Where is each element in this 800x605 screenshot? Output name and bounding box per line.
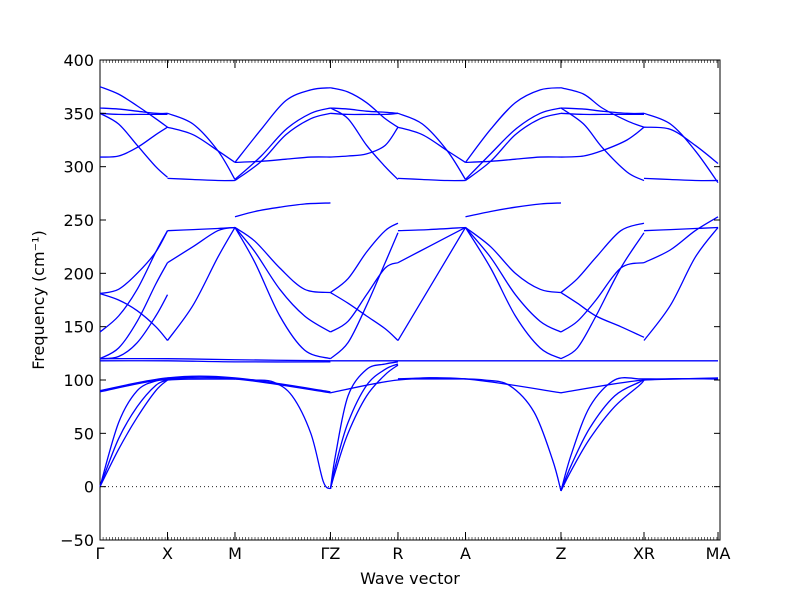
phonon-branch-optical-middle: [465, 226, 562, 294]
phonon-branch-optical-middle: [397, 226, 466, 264]
y-tick-label: 200: [63, 264, 94, 283]
y-tick-label: 400: [63, 51, 94, 70]
phonon-branch-acoustic: [329, 363, 399, 489]
phonon-branch-optical-middle: [234, 227, 331, 360]
phonon-branch-optical-high: [643, 177, 719, 182]
phonon-branch-optical-high: [397, 177, 466, 182]
phonon-branch-optical-middle: [397, 226, 466, 232]
phonon-branch-optical-high: [560, 107, 644, 115]
x-tick-label: Z: [555, 544, 566, 563]
x-axis: Γ X M ΓZ R A Z XR MA: [96, 60, 731, 563]
minor-ticks: [99, 60, 721, 540]
phonon-branch-optical-high: [397, 126, 466, 163]
phonon-branch-optical-high: [99, 107, 168, 115]
phonon-branch-optical-high: [99, 112, 168, 116]
x-axis-label: Wave vector: [360, 569, 460, 588]
y-tick-label: 0: [84, 478, 94, 497]
y-tick-label: −50: [60, 531, 94, 550]
phonon-branch-optical-high: [560, 87, 645, 128]
phonon-branch-acoustic: [560, 379, 645, 492]
phonon-branch-optical-high: [465, 112, 562, 182]
phonon-branch-optical-middle: [167, 226, 236, 264]
y-tick-label: 350: [63, 104, 94, 123]
phonon-branch-optical-middle: [330, 232, 399, 360]
phonon-branch-optical-high: [330, 87, 399, 128]
phonon-branch-optical-high: [234, 156, 331, 164]
phonon-branch-optical-middle: [560, 222, 645, 294]
phonon-branch-optical-high: [330, 126, 399, 158]
x-tick-label: XR: [633, 544, 655, 563]
phonon-branch-optical-middle: [560, 232, 645, 360]
x-tick-label: ΓZ: [321, 544, 341, 563]
phonon-branch-optical-middle: [330, 262, 399, 333]
phonon-branch-optical-middle: [99, 230, 169, 333]
y-tick-label: 150: [63, 318, 94, 337]
y-axis: −50 0 50 100 150 200 250 300 350 400: [60, 51, 720, 550]
phonon-branch-acoustic: [560, 377, 645, 492]
plot-frame: [99, 59, 721, 541]
phonon-branch-optical-high: [234, 112, 331, 182]
phonon-branch-optical-high: [234, 107, 331, 180]
phonon-branch-optical-middle: [465, 202, 562, 218]
y-axis-label: Frequency (cm⁻¹): [29, 230, 48, 369]
phonon-branch-acoustic: [560, 379, 645, 492]
phonon-branch-optical-middle: [234, 202, 331, 218]
phonon-branch-optical-middle: [330, 222, 399, 294]
plot-area: Γ X M ΓZ R A Z XR MA −50 0 50 100 150 200 250 300 350 400…: [29, 51, 730, 588]
phonon-branch-optical-high: [167, 126, 236, 163]
y-tick-label: 100: [63, 371, 94, 390]
phonon-branch-flat: [99, 357, 331, 362]
phonon-branch-optical-middle: [643, 226, 719, 232]
phonon-branch-optical-middle: [166, 227, 236, 341]
phonon-branch-optical-middle: [234, 226, 331, 294]
phonon-branch-flat: [99, 376, 331, 394]
x-tick-label: M: [228, 544, 242, 563]
x-tick-label: R: [392, 544, 403, 563]
phonon-branch-optical-middle: [643, 216, 719, 264]
phonon-branch-optical-high: [330, 107, 399, 114]
phonon-branch-optical-high: [560, 107, 645, 182]
phonon-branch-optical-high: [560, 126, 645, 158]
phonon-branch-optical-high: [99, 126, 168, 158]
phonon-branch-acoustic: [465, 378, 562, 492]
phonon-branch-acoustic: [99, 379, 168, 487]
phonon-branch-optical-high: [99, 112, 168, 178]
phonon-branch-optical-middle: [560, 262, 645, 333]
x-tick-label: Γ: [96, 544, 105, 563]
y-tick-label: 300: [63, 158, 94, 177]
phonon-branch-acoustic: [329, 361, 399, 489]
phonon-branch-optical-high: [330, 107, 399, 180]
phonon-branch-optical-high: [167, 177, 235, 182]
phonon-branch-optical-middle: [643, 227, 719, 341]
phonon-branch-optical-high: [465, 107, 562, 180]
phonon-branch-optical-middle: [397, 227, 467, 341]
phonon-branch-flat: [99, 375, 331, 393]
phonon-branch-flat: [560, 378, 719, 394]
phonon-branch-optical-high: [643, 112, 719, 184]
phonon-branch-acoustic: [329, 364, 399, 489]
phonon-branch-optical-middle: [99, 294, 169, 360]
x-tick-label: MA: [706, 544, 731, 563]
y-tick-label: 50: [74, 424, 94, 443]
x-tick-label: A: [460, 544, 471, 563]
phonon-branch-optical-high: [234, 87, 331, 163]
phonon-branch-optical-middle: [464, 227, 562, 360]
y-tick-label: 250: [63, 211, 94, 230]
phonon-branch-flat: [330, 377, 562, 394]
phonon-branch-optical-middle: [99, 262, 169, 360]
x-tick-label: X: [162, 544, 173, 563]
phonon-branch-optical-middle: [99, 292, 169, 341]
phonon-branch-flat: [99, 360, 331, 363]
phonon-branch-optical-middle: [234, 227, 331, 333]
phonon-branch-optical-middle: [464, 227, 562, 333]
phonon-branch-optical-high: [464, 87, 562, 163]
phonon-branch-optical-high: [99, 86, 168, 128]
phonon-branch-optical-high: [560, 112, 644, 116]
phonon-branch-optical-high: [397, 112, 467, 180]
phonon-branch-optical-middle: [330, 291, 399, 342]
phonon-branch-acoustic: [99, 379, 168, 487]
series-group: [99, 86, 719, 492]
phonon-branch-optical-high: [167, 112, 236, 180]
